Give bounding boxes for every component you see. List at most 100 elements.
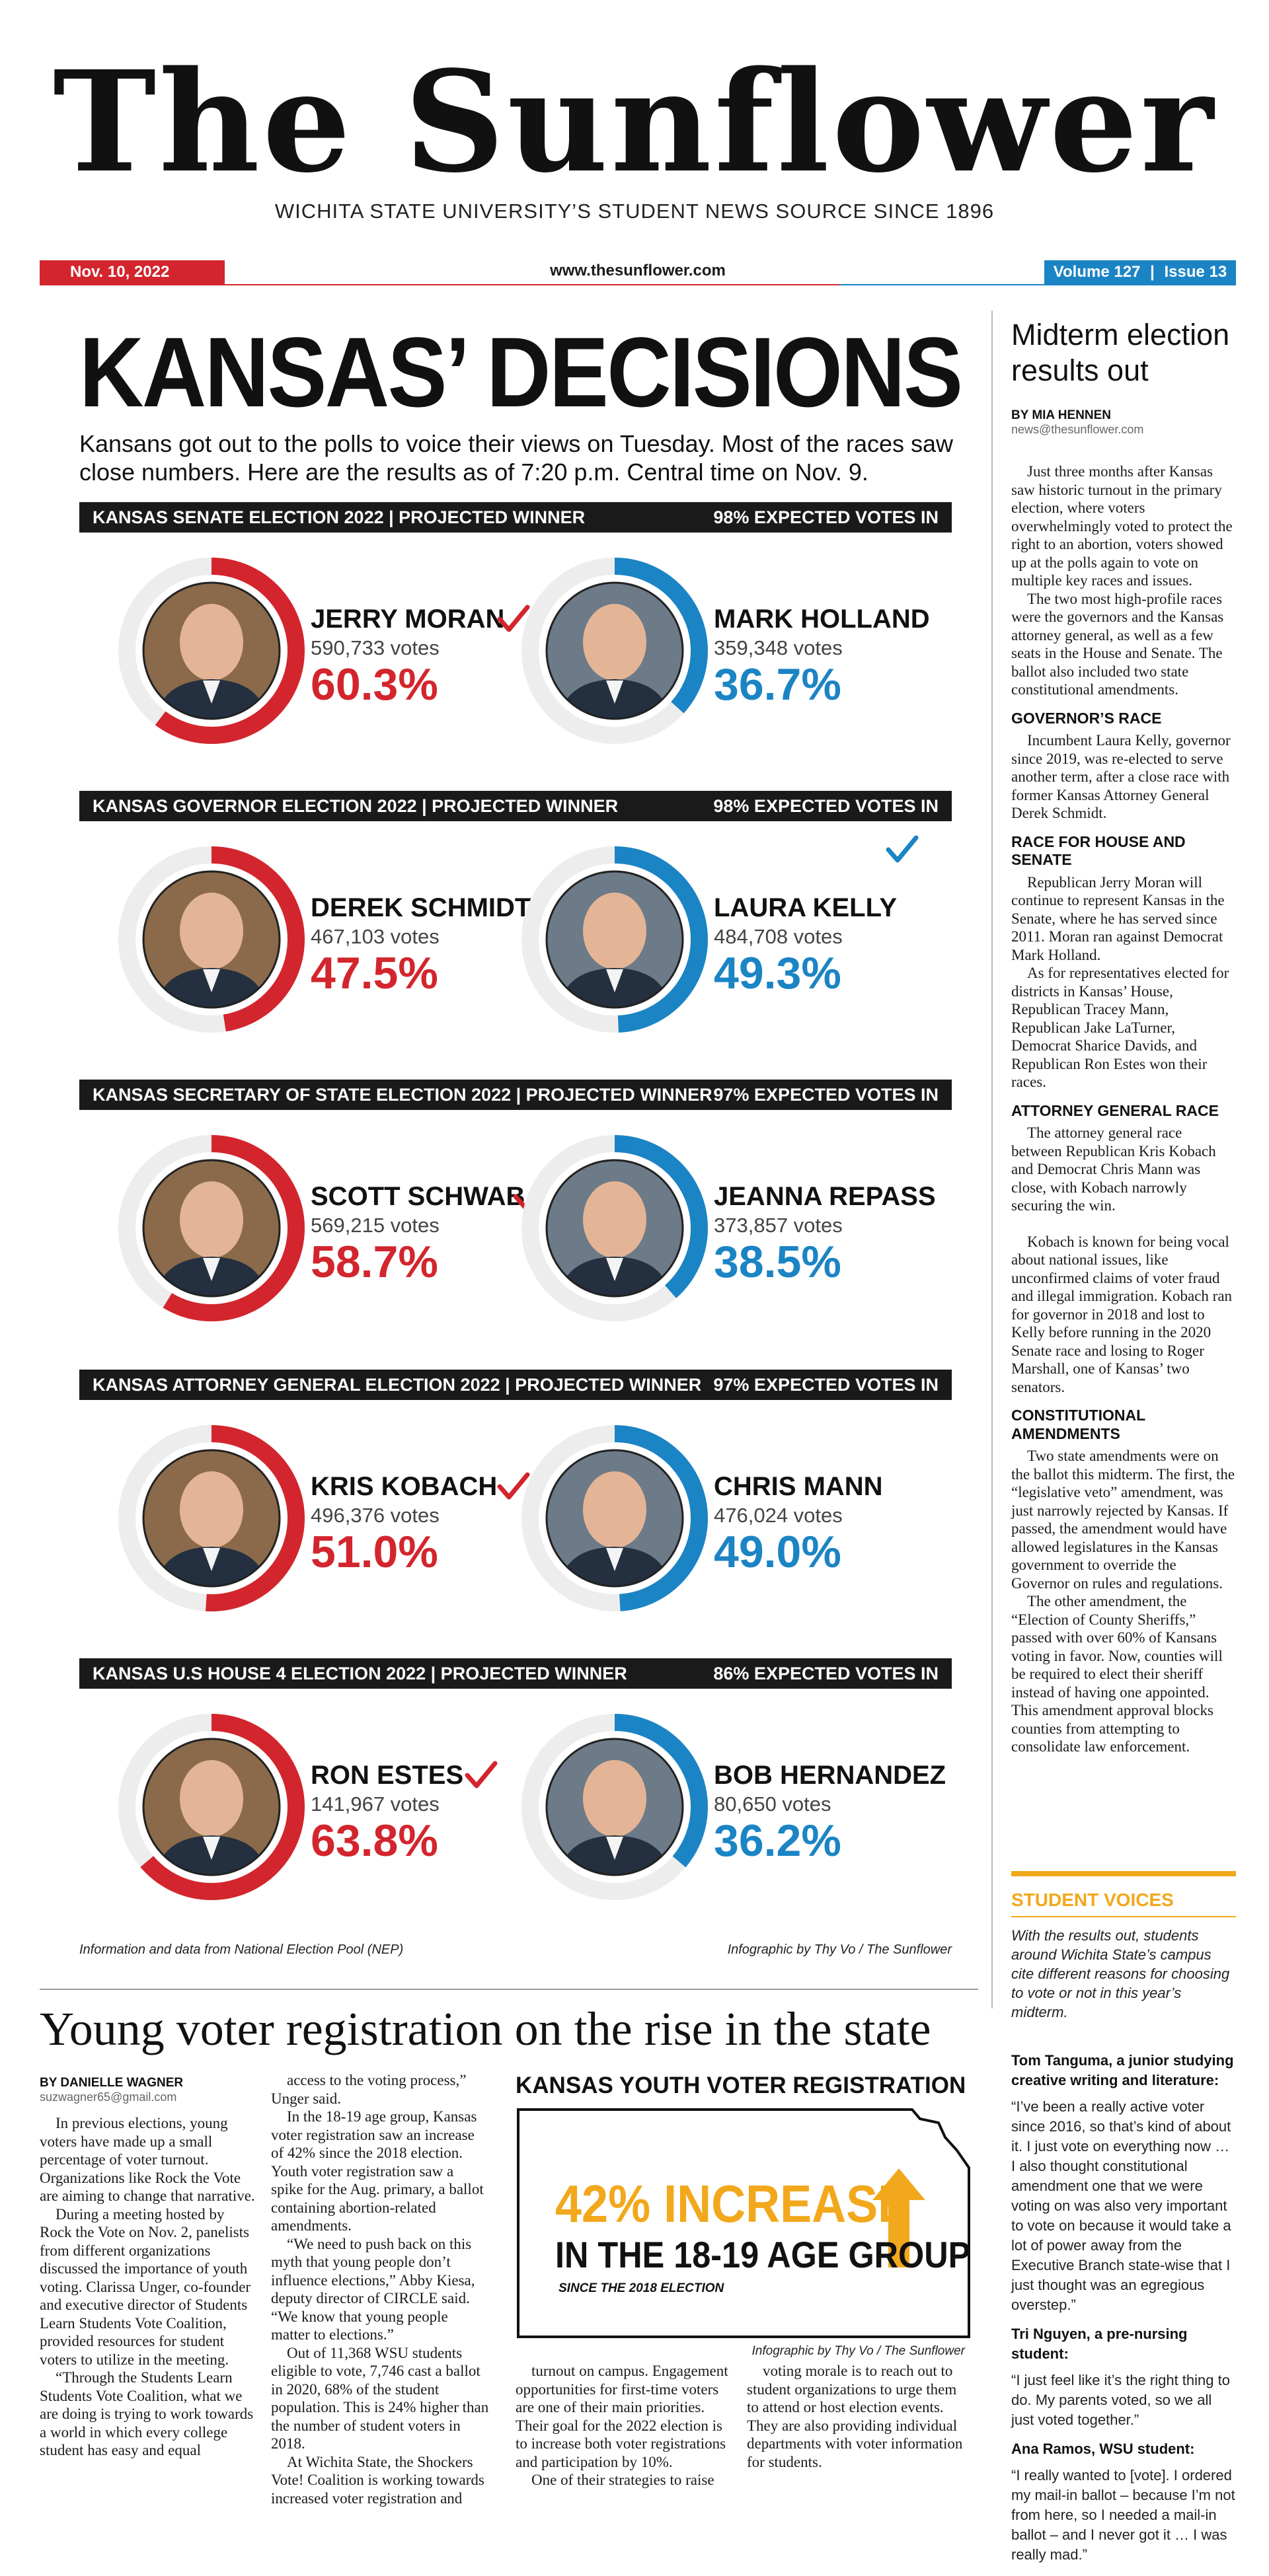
quote-speaker: Tri Nguyen, a pre-nursing student: [1011,2326,1188,2362]
candidate-photo [545,1159,684,1298]
vote-share-ring [521,1714,708,1900]
masthead-subtitle: WICHITA STATE UNIVERSITY’S STUDENT NEWS … [274,200,995,223]
paragraph: Incumbent Laura Kelly, governor since 20… [1011,732,1231,821]
bottom-column-3: turnout on campus. Engagement opportunit… [516,2362,734,2489]
sidebar-author: BY MIA HENNEN [1011,408,1111,422]
sidebar-email[interactable]: news@thesunflower.com [1011,423,1144,436]
sidebar-byline: BY MIA HENNEN news@thesunflower.com [1011,408,1143,437]
candidate-name: BOB HERNANDEZ [714,1761,946,1790]
issue-label: Issue 13 [1164,263,1227,281]
candidate-percent: 36.2% [714,1816,841,1866]
infographic-credit: Infographic by Thy Vo / The Sunflower [727,1942,952,1957]
candidate-photo [142,581,281,720]
candidate-card: MARK HOLLAND 359,348 votes 36.7% [516,552,930,750]
vote-share-arc [118,1714,305,1900]
student-quotes: Tom Tanguma, a junior studying creative … [1011,2042,1236,2565]
bottom-story-rule [40,1989,978,1990]
expected-votes: 97% EXPECTED VOTES IN [713,1375,939,1395]
candidate-name: SCOTT SCHWAB [311,1182,525,1211]
youth-increase-figure: 42% INCREASE [555,2174,910,2233]
bottom-story-headline: Young voter registration on the rise in … [40,2003,931,2055]
candidate-name: KRIS KOBACH [311,1472,498,1501]
paragraph: During a meeting hosted by Rock the Vote… [40,2205,251,2368]
candidate-name: CHRIS MANN [714,1472,883,1501]
candidate-percent: 47.5% [311,948,438,998]
race-title: KANSAS GOVERNOR ELECTION 2022 | PROJECTE… [93,796,619,816]
paragraph: In previous elections, young voters have… [40,2115,255,2204]
section-heading: RACE FOR HOUSE AND SENATE [1011,832,1186,869]
candidate-votes: 569,215 votes [311,1214,440,1237]
candidate-percent: 49.0% [714,1527,841,1577]
up-arrow-icon [872,2168,925,2267]
youth-age-group: IN THE 18-19 AGE GROUP [555,2234,971,2275]
masthead-title: The Sunflower [53,40,1216,203]
bottom-email[interactable]: suzwagner65@gmail.com [40,2090,177,2104]
winner-check-icon [497,605,529,632]
sidebar-headline: Midterm election results out [1011,318,1230,387]
paragraph: One of their strategies to raise [531,2472,714,2488]
paragraph: Kobach is known for being vocal about na… [1011,1233,1233,1395]
sidebar-divider [991,311,993,2008]
candidate-votes: 467,103 votes [311,925,440,948]
candidate-percent: 49.3% [714,948,841,998]
expected-votes: 98% EXPECTED VOTES IN [713,507,939,527]
paragraph: turnout on campus. Engagement opportunit… [516,2363,728,2470]
paragraph: The attorney general race between Republ… [1011,1124,1216,1214]
winner-check-icon [465,1761,497,1788]
candidate-photo [142,1159,281,1298]
candidate-votes: 373,857 votes [714,1214,843,1237]
paragraph: At Wichita State, the Shockers Vote! Coa… [271,2453,484,2507]
race-header-bar: KANSAS ATTORNEY GENERAL ELECTION 2022 | … [79,1370,952,1400]
race-header-bar: KANSAS SENATE ELECTION 2022 | PROJECTED … [79,502,952,533]
paragraph: Out of 11,368 WSU students eligible to v… [271,2344,489,2452]
feature-deck: Kansans got out to the polls to voice th… [79,430,954,486]
vote-share-arc [521,1425,708,1611]
candidate-name: RON ESTES [311,1761,464,1790]
candidate-photo [142,1449,281,1588]
volume-rule [839,284,1236,285]
candidate-votes: 80,650 votes [714,1792,831,1816]
section-heading: CONSTITUTIONAL AMENDMENTS [1011,1407,1145,1442]
paragraph: “We need to push back on this myth that … [271,2235,475,2343]
vote-share-ring [521,558,708,744]
vote-share-arc [118,1135,305,1321]
candidate-card: SCOTT SCHWAB 569,215 votes 58.7% [112,1129,546,1327]
dateline-bar: Nov. 10, 2022 www.thesunflower.com Volum… [40,258,1236,287]
race-header-bar: KANSAS GOVERNOR ELECTION 2022 | PROJECTE… [79,791,952,821]
candidate-name: DEREK SCHMIDT [311,893,531,922]
candidate-photo [142,870,281,1009]
student-voices-intro: With the results out, students around Wi… [1011,1927,1230,2020]
winner-check-icon [497,1472,529,1500]
candidate-photo [545,1738,684,1876]
vote-share-arc [521,1135,708,1321]
paragraph: voting morale is to reach out to student… [747,2363,963,2470]
vote-share-ring [521,1425,708,1611]
site-url[interactable]: www.thesunflower.com [550,262,726,279]
candidate-votes: 590,733 votes [311,636,440,659]
bottom-byline: BY DANIELLE WAGNER suzwagner65@gmail.com [40,2076,183,2104]
voices-top-rule [1011,1871,1236,1876]
candidate-card: CHRIS MANN 476,024 votes 49.0% [516,1419,886,1617]
bottom-column-4: voting morale is to reach out to student… [747,2362,965,2471]
paragraph-gap [1011,1215,1236,1233]
paragraph: Republican Jerry Moran will continue to … [1011,873,1225,963]
voices-rule [1011,1916,1236,1917]
vote-share-arc [521,1714,708,1900]
race-header-bar: KANSAS U.S HOUSE 4 ELECTION 2022 | PROJE… [79,1658,952,1689]
quote-text: “I just feel like it’s the right thing t… [1011,2372,1230,2428]
vote-share-arc [521,846,708,1033]
candidate-percent: 36.7% [714,659,841,710]
sidebar-article: Just three months after Kansas saw histo… [1011,462,1236,1756]
paragraph: In the 18-19 age group, Kansas voter reg… [271,2108,484,2234]
vote-share-arc [118,558,305,744]
bottom-column-1: In previous elections, young voters have… [40,2114,258,2460]
candidate-votes: 496,376 votes [311,1504,440,1527]
data-credit: Information and data from National Elect… [79,1942,404,1957]
paragraph: The other amendment, the “Election of Co… [1011,1593,1223,1755]
date-rule [40,284,1236,285]
section-heading: GOVERNOR’S RACE [1011,709,1162,727]
kansas-outline-icon [517,2108,970,2338]
candidate-name: JERRY MORAN [311,605,505,634]
feature-headline: KANSAS’ DECISIONS [79,316,963,427]
candidate-percent: 60.3% [311,659,438,710]
